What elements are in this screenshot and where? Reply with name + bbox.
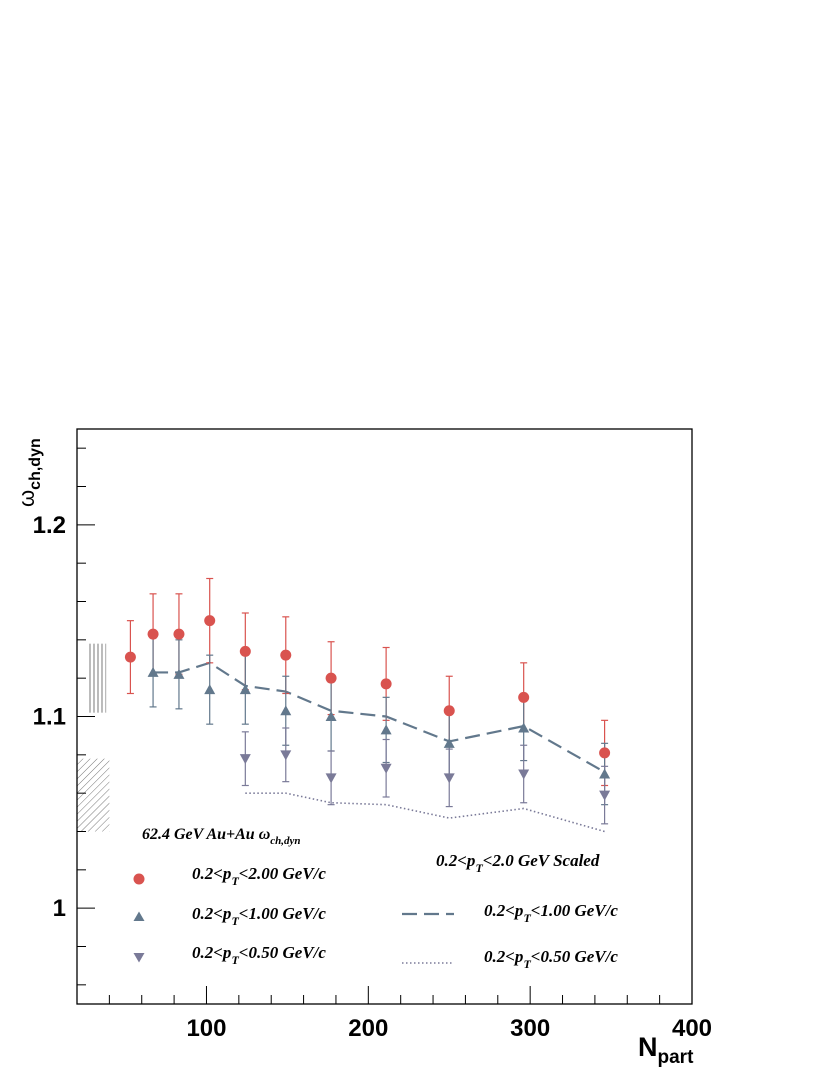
- data-point-triangle-down: [380, 763, 392, 774]
- data-point-triangle-up: [518, 722, 530, 733]
- x-tick-label: 200: [348, 1015, 388, 1042]
- y-tick-label: 1: [53, 895, 66, 922]
- data-point-triangle-down: [518, 769, 530, 780]
- data-point-triangle-up: [599, 768, 611, 779]
- legend-right: 0.2<pT<2.0 GeV Scaled 0.2<pT<1.00 GeV/c …: [402, 851, 618, 971]
- legend-triangle-down-marker: [133, 953, 145, 963]
- data-point-triangle-up: [239, 684, 251, 695]
- legend-triangle-up-marker: [133, 911, 145, 921]
- legend-right-title: 0.2<pT<2.0 GeV Scaled: [436, 851, 600, 875]
- data-point-triangle-up: [280, 705, 292, 716]
- x-axis-title: Npart: [638, 1032, 694, 1068]
- x-tick-label: 100: [186, 1015, 226, 1042]
- y-tick-label: 1.2: [33, 512, 66, 539]
- data-point-triangle-up: [173, 668, 185, 679]
- legend-left-title: 62.4 GeV Au+Au ωch,dyn: [142, 826, 301, 847]
- systematic-bands: [77, 643, 110, 832]
- line-dotted: [245, 792, 605, 833]
- data-point-triangle-down: [239, 754, 251, 765]
- systematic-band-diagonal: [77, 758, 110, 832]
- y-tick-label: 1.1: [33, 704, 66, 731]
- data-point-triangle-up: [204, 684, 216, 695]
- data-point-triangle-up: [380, 724, 392, 735]
- data-point-circle: [239, 645, 251, 657]
- y-axis-title-subscript: ch,dyn: [27, 438, 44, 490]
- x-tick-label: 300: [510, 1015, 550, 1042]
- data-point-circle: [124, 651, 136, 663]
- error-bars: [126, 577, 609, 825]
- data-point-triangle-down: [599, 790, 611, 801]
- legend-circle-marker: [133, 873, 145, 885]
- data-point-circle: [380, 678, 392, 690]
- x-axis-title-subscript: part: [658, 1047, 695, 1068]
- legend-left-entry-3: 0.2<pT<0.50 GeV/c: [192, 943, 326, 967]
- data-point-circle: [147, 628, 159, 640]
- data-point-circle: [518, 691, 530, 703]
- legend-left-entry-2: 0.2<pT<1.00 GeV/c: [192, 904, 326, 928]
- data-point-triangle-up: [443, 737, 455, 748]
- model-lines: [153, 661, 606, 833]
- data-point-circle: [173, 628, 185, 640]
- data-point-circle: [204, 615, 216, 627]
- systematic-band-vertical: [86, 643, 107, 713]
- axis-tick-labels: 100 200 300 400 1 1.1 1.2: [33, 512, 712, 1042]
- data-point-triangle-down: [325, 773, 337, 784]
- data-point-triangle-up: [147, 666, 159, 677]
- data-point-triangle-down: [280, 750, 292, 761]
- legend-left: 62.4 GeV Au+Au ωch,dyn 0.2<pT<2.00 GeV/c…: [133, 826, 326, 967]
- data-point-circle: [325, 672, 337, 684]
- axis-ticks: [77, 447, 661, 1004]
- data-markers: [124, 615, 611, 801]
- data-point-circle: [599, 747, 611, 759]
- legend-left-entry-1: 0.2<pT<2.00 GeV/c: [192, 864, 326, 888]
- legend-right-entry-1: 0.2<pT<1.00 GeV/c: [484, 901, 618, 925]
- data-point-circle: [280, 649, 292, 661]
- data-point-circle: [443, 705, 455, 717]
- x-tick-label: 400: [672, 1015, 712, 1042]
- line-dashed: [153, 661, 606, 774]
- data-point-triangle-up: [325, 711, 337, 721]
- data-point-triangle-down: [443, 773, 455, 784]
- y-axis-title: ωch,dyn: [14, 438, 44, 507]
- legend-right-entry-2: 0.2<pT<0.50 GeV/c: [484, 947, 618, 971]
